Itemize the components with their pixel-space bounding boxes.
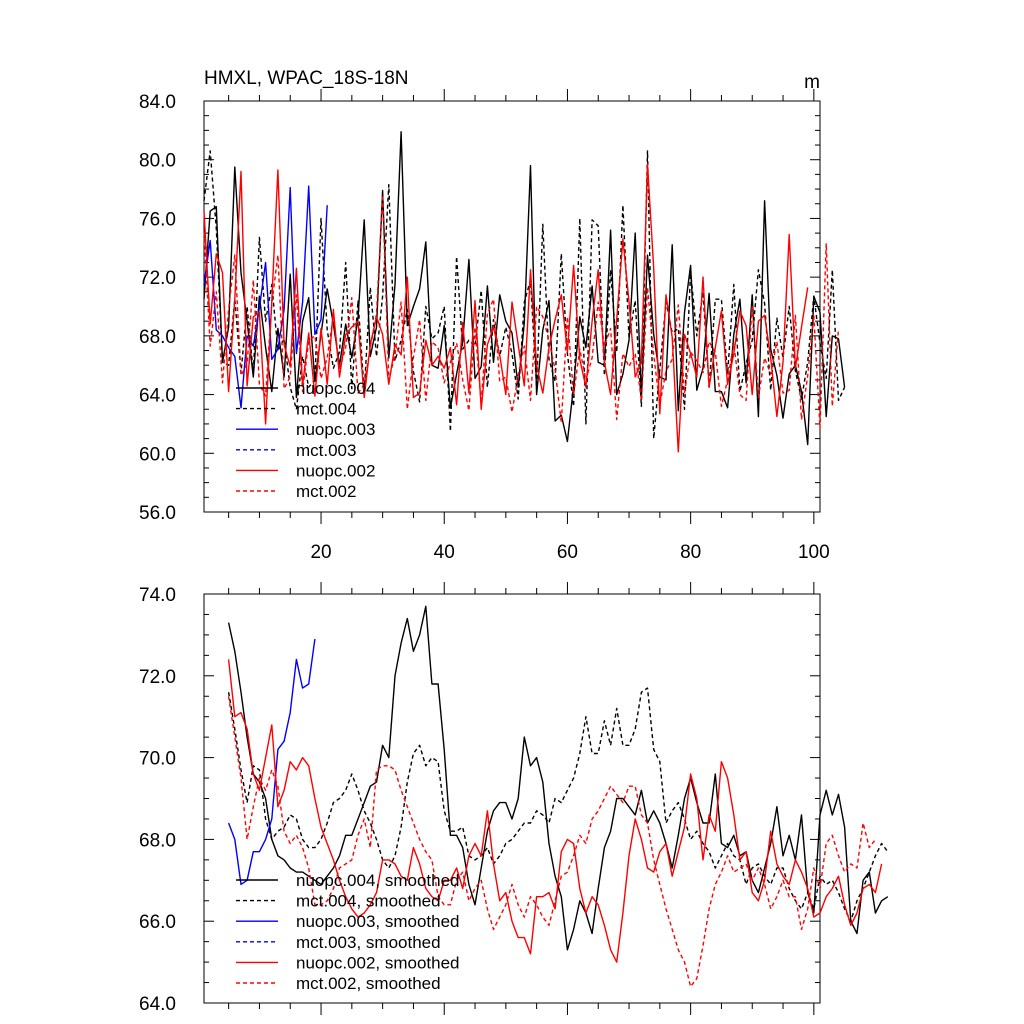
top-panel-title: HMXL, WPAC_18S-18N (204, 68, 409, 89)
bottom-legend-label-nuopc-004-smoothed: nuopc.004, smoothed (296, 871, 460, 890)
bottom-legend-label-nuopc-002-smoothed: nuopc.002, smoothed (296, 953, 460, 972)
top-y-tick-label: 56.0 (139, 503, 176, 524)
bottom-y-tick-label: 70.0 (139, 749, 176, 770)
bottom-y-tick-label: 68.0 (139, 830, 176, 851)
top-series-nuopc-002 (203, 163, 809, 453)
top-x-tick-label: 100 (798, 542, 830, 563)
bottom-y-tick-label: 66.0 (139, 912, 176, 933)
top-y-tick-label: 72.0 (139, 268, 176, 289)
bottom-series-mct-004-smoothed (227, 687, 889, 922)
top-y-tick-label: 80.0 (139, 151, 176, 172)
top-y-tick-label: 68.0 (139, 327, 176, 348)
bottom-series-mct-002-smoothed (227, 696, 876, 988)
top-x-tick-label: 20 (310, 542, 331, 563)
top-legend-label-nuopc-002: nuopc.002 (296, 461, 375, 480)
top-series-mct-002 (203, 194, 840, 429)
bottom-y-tick-label: 64.0 (139, 994, 176, 1015)
top-series-nuopc-004 (203, 131, 846, 446)
top-legend-label-mct-004: mct.004 (296, 400, 356, 419)
top-x-tick-label: 40 (434, 542, 455, 563)
bottom-legend-label-mct-002-smoothed: mct.002, smoothed (296, 974, 441, 993)
top-y-tick-label: 60.0 (139, 444, 176, 465)
top-panel-hmxl: HMXL, WPAC_18S-18N m 84.0 80.0 76.0 72.0 68.… (139, 68, 846, 563)
bottom-legend-label-mct-004-smoothed: mct.004, smoothed (296, 892, 441, 911)
top-legend-label-mct-003: mct.003 (296, 441, 356, 460)
top-y-tick-label: 64.0 (139, 386, 176, 407)
top-legend-label-nuopc-004: nuopc.004 (296, 379, 375, 398)
bottom-y-tick-label: 72.0 (139, 667, 176, 688)
top-x-tick-label: 80 (680, 542, 701, 563)
top-series-mct-004 (203, 150, 846, 440)
bottom-panel-hmxl-smoothed: 74.0 72.0 70.0 68.0 66.0 64.0 nuopc.004, smoot… (139, 582, 889, 1015)
bottom-y-tick-label: 74.0 (139, 585, 176, 606)
bottom-legend-label-mct-003-smoothed: mct.003, smoothed (296, 933, 441, 952)
top-x-tick-label: 60 (557, 542, 578, 563)
top-panel-units: m (804, 72, 820, 93)
top-legend-label-mct-002: mct.002 (296, 482, 356, 501)
bottom-legend-label-nuopc-003-smoothed: nuopc.003, smoothed (296, 912, 460, 931)
top-y-tick-label: 84.0 (139, 92, 176, 113)
top-series-nuopc-003 (203, 185, 328, 409)
top-y-tick-label: 76.0 (139, 209, 176, 230)
bottom-series-nuopc-003-smoothed (227, 638, 316, 886)
top-legend-label-nuopc-003: nuopc.003 (296, 420, 375, 439)
